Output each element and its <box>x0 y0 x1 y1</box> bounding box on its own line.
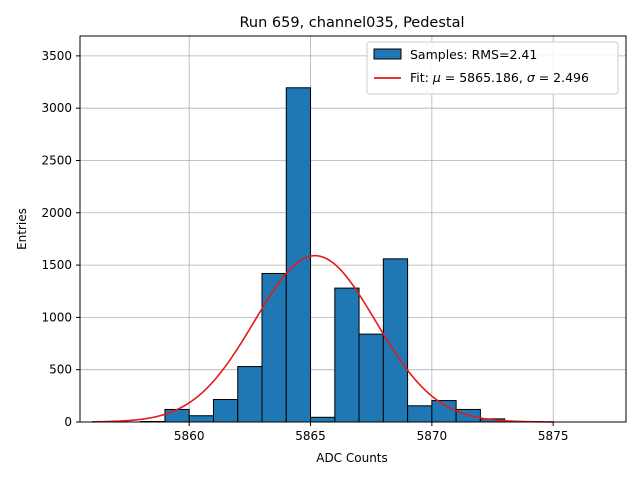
y-tick-label: 500 <box>49 363 72 377</box>
legend-fit-label-mu: μ <box>432 70 441 85</box>
y-tick-label: 3000 <box>41 101 72 115</box>
legend-histogram-label: Samples: RMS=2.41 <box>410 47 537 62</box>
fit-curve <box>92 254 554 423</box>
legend: Samples: RMS=2.41 Fit: μ = 5865.186, σ =… <box>366 41 619 95</box>
x-tick-label: 5865 <box>295 429 326 443</box>
legend-fit-label-suffix: = 2.496 <box>535 70 589 85</box>
histogram-bar <box>310 416 336 423</box>
histogram-bar <box>285 87 312 423</box>
legend-fit-label-prefix: Fit: <box>410 70 433 85</box>
y-tick-label: 3500 <box>41 49 72 63</box>
histogram-bar <box>261 272 287 423</box>
y-tick-label: 2500 <box>41 153 72 167</box>
y-tick-label: 1000 <box>41 310 72 324</box>
chart-title: Run 659, channel035, Pedestal <box>239 15 464 31</box>
y-axis-label: Entries <box>15 208 29 250</box>
plot-frame <box>79 35 627 423</box>
x-tick-label: 5870 <box>417 429 448 443</box>
y-tick-label: 0 <box>64 415 72 429</box>
histogram-bar <box>431 400 457 423</box>
legend-fit-label-mid: = 5865.186, <box>441 70 527 85</box>
histogram-bar <box>164 408 190 423</box>
legend-fit-label: Fit: μ = 5865.186, σ = 2.496 <box>410 70 589 85</box>
legend-box <box>366 41 619 95</box>
x-axis-ticks: 5860 5865 5870 5875 <box>174 422 569 443</box>
x-tick-label: 5860 <box>174 429 205 443</box>
histogram-bar <box>212 399 239 423</box>
y-axis-ticks: 0 500 1000 1500 2000 2500 3000 3500 <box>41 49 80 429</box>
y-tick-label: 1500 <box>41 258 72 272</box>
x-tick-label: 5875 <box>538 429 569 443</box>
histogram-bar <box>382 258 409 423</box>
legend-fit-label-sigma: σ <box>527 70 536 85</box>
legend-histogram-swatch <box>373 48 402 60</box>
x-axis-label: ADC Counts <box>316 451 388 465</box>
histogram-bar <box>237 366 263 423</box>
histogram-bar <box>358 333 384 423</box>
histogram-bar <box>334 287 360 423</box>
y-tick-label: 2000 <box>41 206 72 220</box>
histogram-bar <box>188 415 214 423</box>
histogram-bar <box>407 405 433 423</box>
histogram-bars <box>140 87 530 423</box>
